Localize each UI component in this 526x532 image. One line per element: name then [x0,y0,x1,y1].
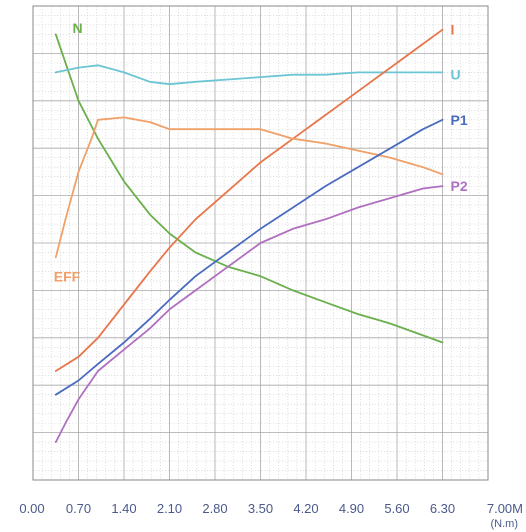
series-label-u: U [451,67,461,83]
series-line-p2 [54,185,444,444]
x-tick-label: 1.40 [111,501,136,516]
series-line-p1 [54,118,444,396]
series-line-eff [54,116,444,259]
x-tick-label: 0.70 [66,501,91,516]
x-tick-label: 5.60 [384,501,409,516]
x-tick-label: 0.00 [19,501,44,516]
major-grid [33,6,488,480]
x-tick-label: 4.20 [293,501,318,516]
plot-frame [32,5,489,481]
x-tick-label: 2.80 [202,501,227,516]
series-line-u [54,64,444,86]
x-tick-label: 6.30 [430,501,455,516]
series-label-eff: EFF [54,268,81,284]
x-tick-label: 3.50 [248,501,273,516]
series-labels: N U I EFF P1 P2 [54,20,468,284]
series-label-p1: P1 [451,112,468,128]
series-label-i: I [451,22,455,38]
series-label-n: N [73,20,83,36]
x-tick-label: 7.00M [487,501,523,516]
series-lines [54,28,444,444]
series-label-p2: P2 [451,178,468,194]
x-axis-ticks: 0.00 0.70 1.40 2.10 2.80 3.50 4.20 4.90 5.60 6.30… [19,501,523,516]
x-axis-unit: (N.m) [491,518,519,530]
x-tick-label: 4.90 [339,501,364,516]
series-line-i [54,28,444,372]
x-tick-label: 2.10 [157,501,182,516]
